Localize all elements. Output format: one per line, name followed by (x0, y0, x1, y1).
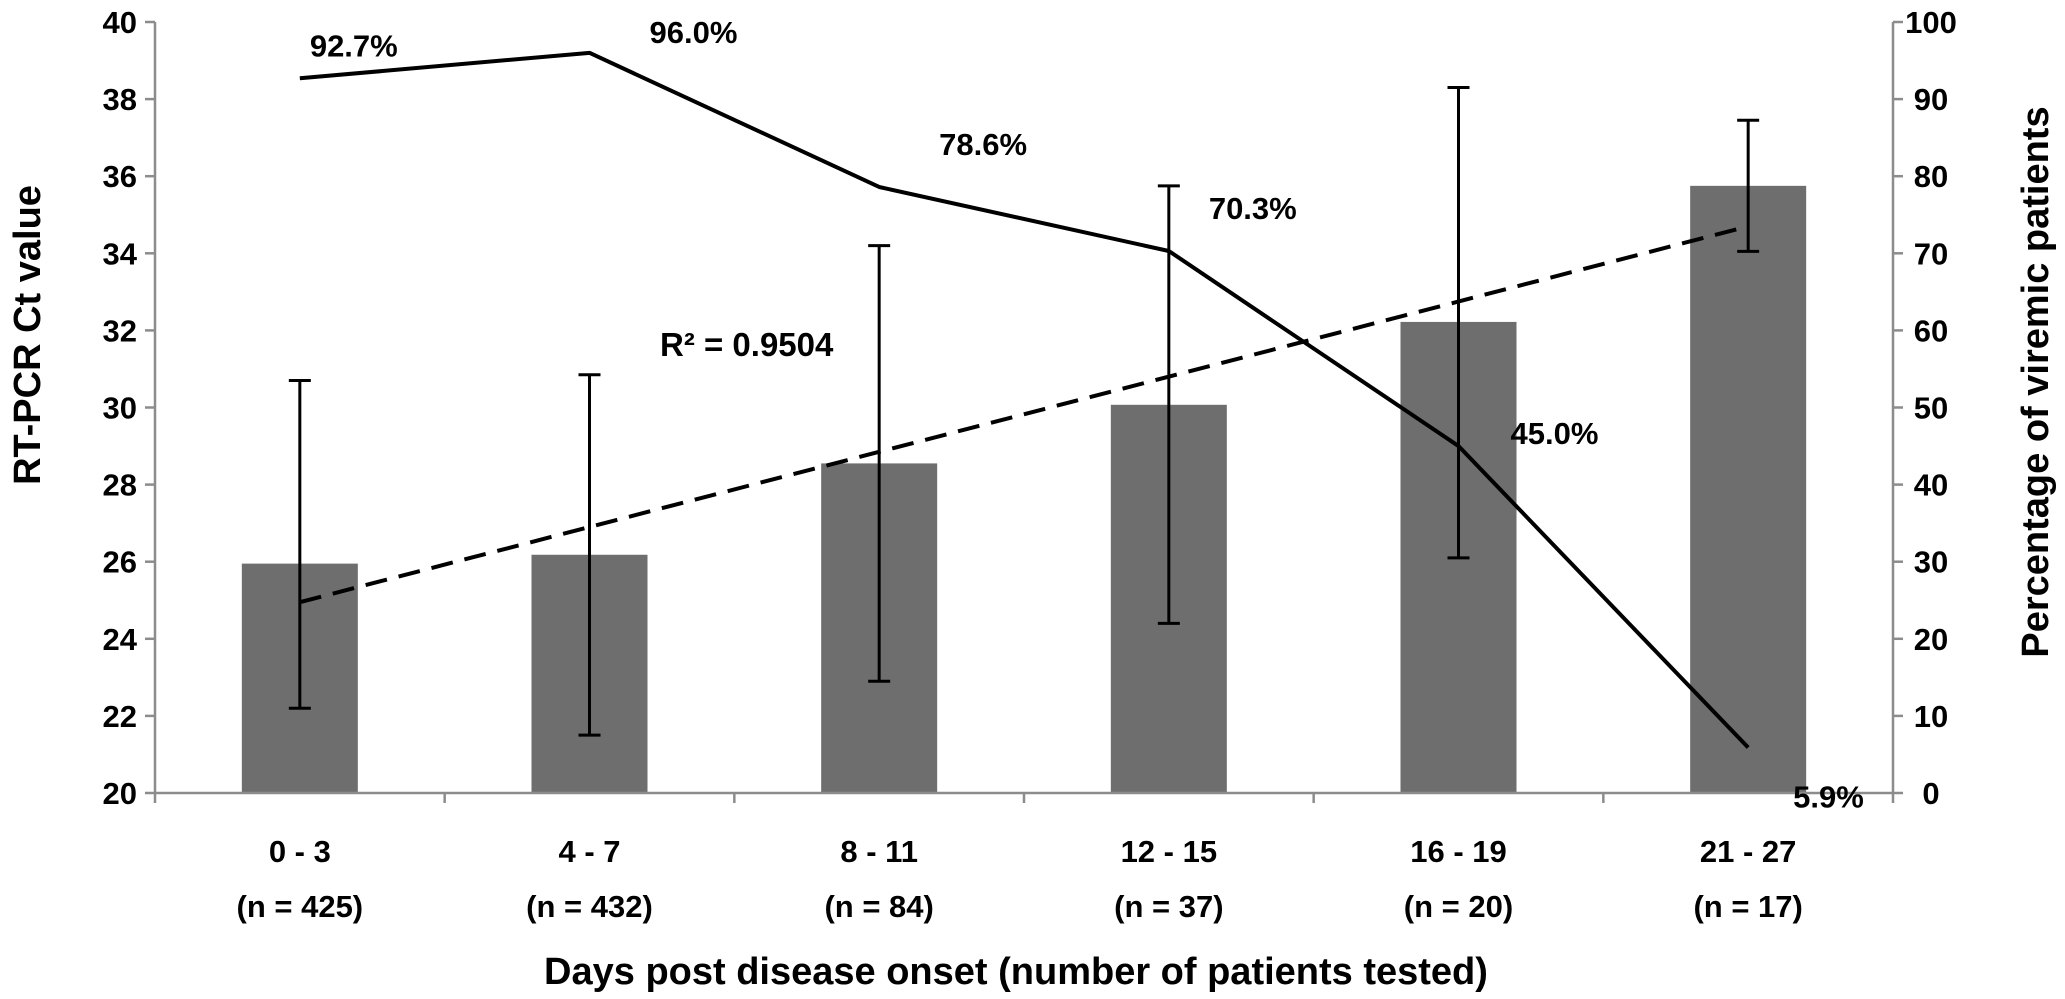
percent-line-layer (299, 50, 1750, 749)
x-category-count-0: (n = 425) (237, 889, 364, 924)
x-category-count-3: (n = 37) (1114, 889, 1223, 924)
error-bar-1 (578, 373, 601, 737)
trendline (299, 224, 1749, 605)
percent-label-2: 78.6% (939, 127, 1027, 162)
x-category-label-4: 16 - 19 (1410, 834, 1507, 869)
labels-layer: 92.7% 96.0% 78.6% 70.3% 45.0% 5.9% 20 22 24 26 28 3… (103, 5, 1957, 924)
y-right-tick-label: 80 (1914, 159, 1948, 194)
percent-line (299, 50, 1750, 749)
y-left-tick-label: 30 (103, 391, 137, 426)
y-right-tick-label: 90 (1914, 82, 1948, 117)
y-left-tick-label: 28 (103, 468, 137, 503)
x-category-count-2: (n = 84) (824, 889, 933, 924)
y-right-tick-label: 60 (1914, 313, 1948, 348)
percent-label-3: 70.3% (1209, 191, 1297, 226)
y-right-tick-label: 20 (1914, 622, 1948, 657)
x-category-label-0: 0 - 3 (269, 834, 331, 869)
error-bar-3 (1157, 184, 1180, 625)
trendline-r-squared-annotation: R² = 0.9504 (660, 326, 834, 363)
percent-label-0: 92.7% (310, 28, 398, 63)
y-right-tick-label: 10 (1914, 699, 1948, 734)
y-left-tick-label: 32 (103, 313, 137, 348)
error-bars-layer (288, 86, 1760, 737)
x-axis-title: Days post disease onset (number of patie… (544, 951, 1488, 993)
y-left-tick-label: 20 (103, 776, 137, 811)
y-left-tick-label: 24 (103, 622, 138, 657)
x-category-count-1: (n = 432) (526, 889, 653, 924)
trendline-layer (299, 224, 1749, 605)
x-category-count-4: (n = 20) (1404, 889, 1513, 924)
y-axis-right-title: Percentage of viremic patients (2015, 106, 2057, 657)
x-category-label-2: 8 - 11 (840, 834, 918, 869)
y-right-tick-label: 30 (1914, 545, 1948, 580)
y-left-tick-label: 36 (103, 159, 137, 194)
bar-5 (1690, 185, 1807, 793)
x-category-label-1: 4 - 7 (558, 834, 620, 869)
y-left-tick-label: 22 (103, 699, 137, 734)
x-category-label-5: 21 - 27 (1700, 834, 1797, 869)
percent-label-4: 45.0% (1511, 416, 1599, 451)
y-axis-left-title: RT-PCR Ct value (7, 185, 49, 485)
y-left-tick-label: 38 (103, 82, 137, 117)
y-right-tick-label: 40 (1914, 468, 1948, 503)
percent-label-1: 96.0% (650, 15, 738, 50)
error-bar-5 (1737, 118, 1760, 253)
x-category-count-5: (n = 17) (1693, 889, 1802, 924)
axes-layer (145, 20, 1903, 803)
error-bar-0 (288, 379, 311, 710)
error-bar-4 (1447, 86, 1470, 560)
y-right-tick-label: 70 (1914, 236, 1948, 271)
y-left-tick-label: 26 (103, 545, 137, 580)
error-bar-2 (868, 244, 891, 683)
y-right-tick-label: 100 (1905, 5, 1957, 40)
y-left-tick-label: 34 (103, 236, 138, 271)
bars-layer (241, 185, 1807, 793)
x-category-label-3: 12 - 15 (1121, 834, 1218, 869)
y-right-tick-label: 50 (1914, 391, 1948, 426)
percent-label-5: 5.9% (1793, 780, 1864, 815)
y-left-tick-label: 40 (103, 5, 137, 40)
y-right-tick-label: 0 (1922, 776, 1939, 811)
